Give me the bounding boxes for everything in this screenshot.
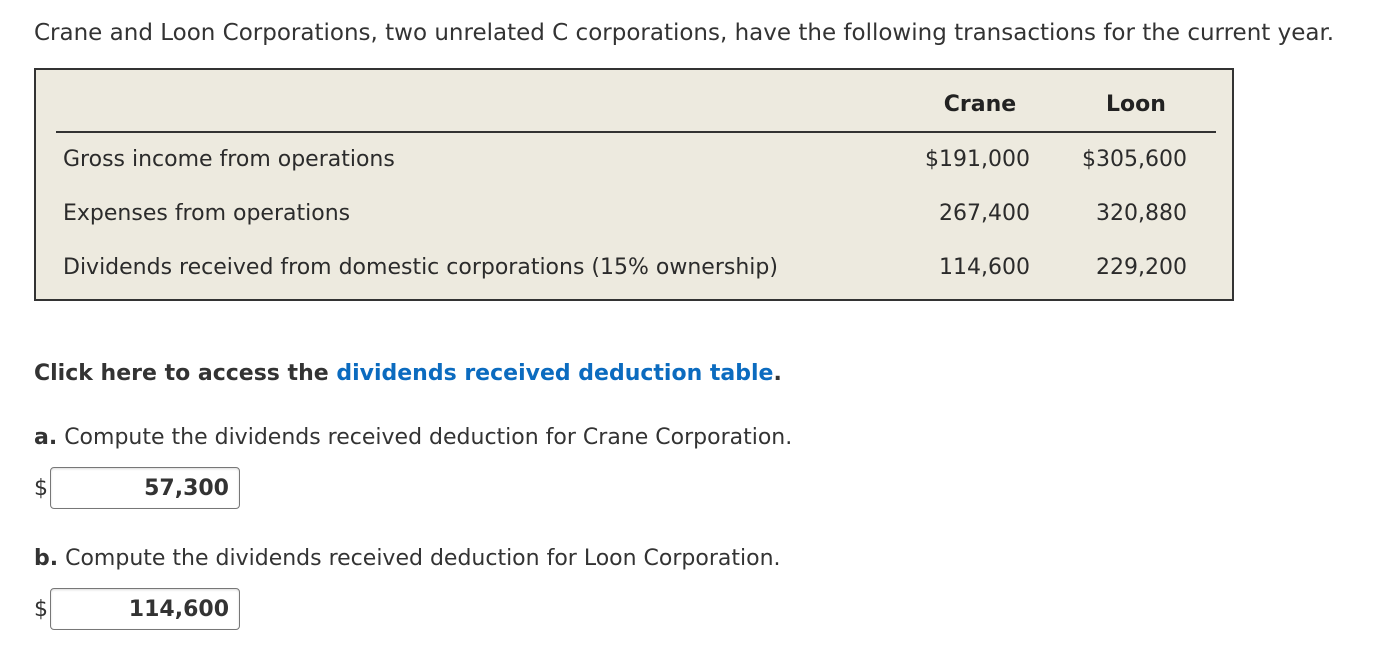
question-a-letter: a. bbox=[34, 425, 58, 450]
currency-symbol-a: $ bbox=[34, 476, 48, 501]
answer-input-crane[interactable] bbox=[50, 467, 240, 509]
transactions-table: Crane Loon Gross income from operations … bbox=[34, 68, 1234, 301]
drd-table-link[interactable]: dividends received deduction table bbox=[336, 361, 774, 386]
cell-crane-dividends: 114,600 bbox=[939, 255, 1030, 280]
row-label-dividends: Dividends received from domestic corpora… bbox=[63, 255, 778, 280]
cell-loon-expenses: 320,880 bbox=[1096, 201, 1187, 226]
answer-input-loon[interactable] bbox=[50, 588, 240, 630]
question-b-text: Compute the dividends received deduction… bbox=[58, 546, 781, 571]
cell-crane-gross-income: $191,000 bbox=[925, 147, 1030, 172]
row-label-gross-income: Gross income from operations bbox=[63, 147, 395, 172]
link-suffix: . bbox=[773, 361, 782, 386]
currency-symbol-b: $ bbox=[34, 597, 48, 622]
row-label-expenses: Expenses from operations bbox=[63, 201, 351, 226]
question-a: a. Compute the dividends received deduct… bbox=[34, 425, 792, 450]
question-b: b. Compute the dividends received deduct… bbox=[34, 546, 781, 571]
problem-intro: Crane and Loon Corporations, two unrelat… bbox=[34, 20, 1335, 46]
cell-loon-gross-income: $305,600 bbox=[1082, 147, 1187, 172]
drd-table-link-line: Click here to access the dividends recei… bbox=[34, 361, 782, 386]
question-b-letter: b. bbox=[34, 546, 59, 571]
cell-crane-expenses: 267,400 bbox=[939, 201, 1030, 226]
header-divider bbox=[56, 131, 1216, 133]
cell-loon-dividends: 229,200 bbox=[1096, 255, 1187, 280]
question-a-text: Compute the dividends received deduction… bbox=[57, 425, 793, 450]
link-prefix: Click here to access the bbox=[34, 361, 337, 386]
